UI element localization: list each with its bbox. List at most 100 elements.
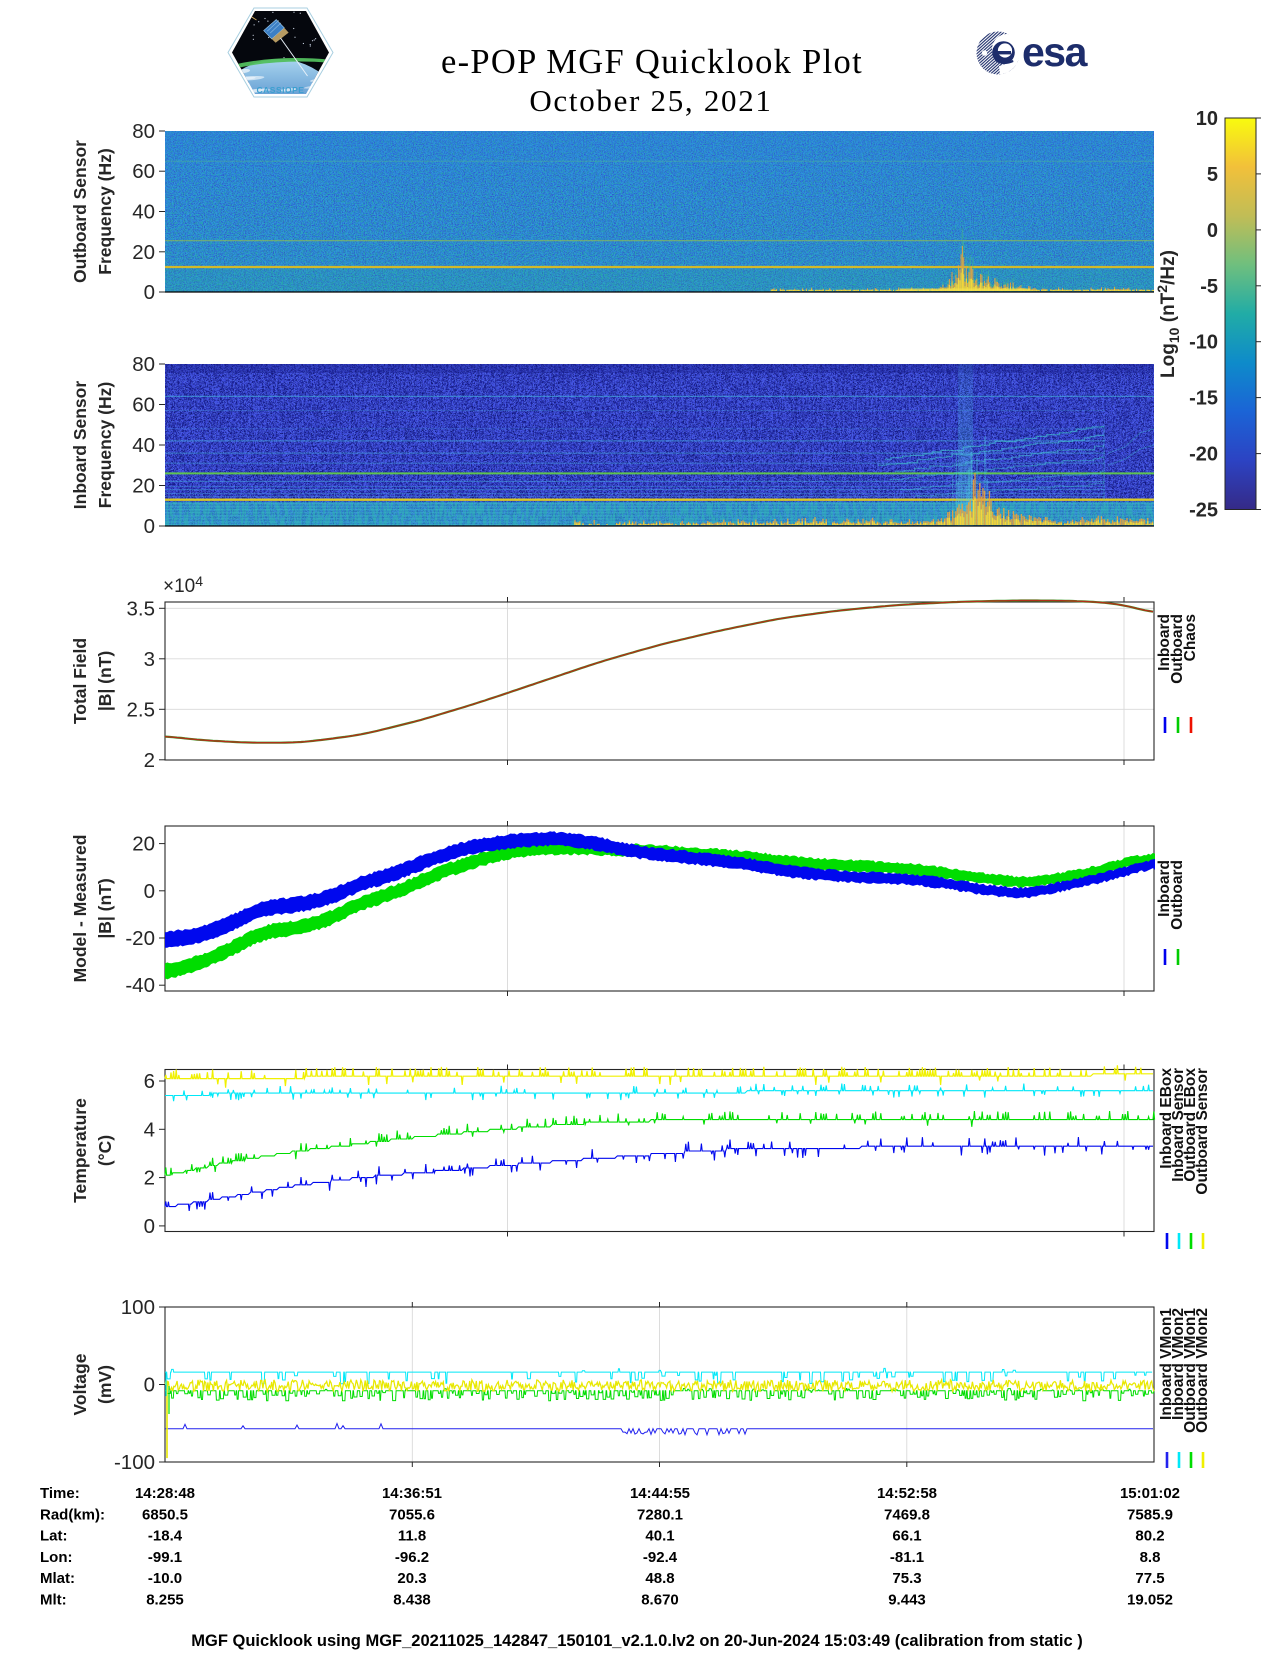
svg-text:5: 5 [1207,164,1218,186]
svg-text:Time:: Time: [40,1485,80,1502]
svg-text:Inboard VMon1: Inboard VMon1 [1158,1308,1175,1420]
svg-text:Outboard EBox: Outboard EBox [1182,1068,1199,1182]
svg-text:3.5: 3.5 [127,597,156,620]
svg-text:e-POP MGF Quicklook Plot: e-POP MGF Quicklook Plot [441,43,863,81]
svg-text:(°C): (°C) [95,1135,115,1166]
svg-text:Model - Measured: Model - Measured [70,835,90,983]
svg-text:Inboard Sensor: Inboard Sensor [1170,1068,1187,1182]
svg-text:Mlat:: Mlat: [40,1570,75,1587]
svg-text:-81.1: -81.1 [890,1549,924,1566]
svg-text:14:44:55: 14:44:55 [630,1485,690,1502]
svg-text:October 25, 2021: October 25, 2021 [529,83,772,118]
svg-text:Voltage: Voltage [70,1353,90,1415]
svg-text:Rad(km):: Rad(km): [40,1506,105,1523]
svg-text:-96.2: -96.2 [395,1549,429,1566]
svg-text:Frequency (Hz): Frequency (Hz) [95,148,115,274]
svg-text:9.443: 9.443 [888,1592,926,1609]
svg-text:Outboard Sensor: Outboard Sensor [1194,1068,1211,1195]
svg-text:80: 80 [132,120,155,143]
svg-text:MGF Quicklook using MGF_202110: MGF Quicklook using MGF_20211025_142847_… [191,1632,1082,1650]
svg-text:7585.9: 7585.9 [1127,1506,1173,1523]
svg-text:-10.0: -10.0 [148,1570,182,1587]
svg-text:2.5: 2.5 [127,698,156,721]
svg-text:-99.1: -99.1 [148,1549,182,1566]
svg-text:Chaos: Chaos [1182,614,1199,661]
svg-text:Mlt:: Mlt: [40,1592,67,1609]
svg-text:Temperature: Temperature [70,1098,90,1203]
svg-text:Inboard: Inboard [1156,614,1173,671]
svg-text:40: 40 [132,201,155,224]
svg-text:7280.1: 7280.1 [637,1506,683,1523]
svg-text:Inboard VMon2: Inboard VMon2 [1170,1308,1187,1420]
svg-text:|B| (nT): |B| (nT) [95,878,115,938]
svg-text:Lat:: Lat: [40,1528,68,1545]
svg-text:8.255: 8.255 [146,1592,184,1609]
svg-text:6: 6 [144,1070,155,1093]
svg-text:0: 0 [144,1215,155,1238]
svg-text:Outboard Sensor: Outboard Sensor [70,140,90,283]
svg-text:-20: -20 [1189,444,1218,466]
svg-text:2: 2 [144,749,155,772]
svg-text:|B| (nT): |B| (nT) [95,651,115,711]
svg-text:60: 60 [132,394,155,417]
svg-text:14:28:48: 14:28:48 [135,1485,195,1502]
svg-text:14:52:58: 14:52:58 [877,1485,937,1502]
svg-text:4: 4 [144,1118,155,1141]
svg-text:20: 20 [132,241,155,264]
svg-text:-10: -10 [1189,332,1218,354]
svg-text:48.8: 48.8 [645,1570,674,1587]
svg-text:80.2: 80.2 [1135,1528,1164,1545]
svg-text:-20: -20 [125,927,155,950]
svg-text:-40: -40 [125,974,155,997]
svg-text:-100: -100 [114,1451,155,1474]
svg-text:(mV): (mV) [95,1365,115,1404]
svg-text:77.5: 77.5 [1135,1570,1164,1587]
svg-text:Log10 (nT2/Hz): Log10 (nT2/Hz) [1154,250,1182,378]
svg-text:60: 60 [132,160,155,183]
svg-text:7469.8: 7469.8 [884,1506,930,1523]
svg-text:14:36:51: 14:36:51 [382,1485,442,1502]
svg-text:40.1: 40.1 [645,1528,674,1545]
svg-text:esa: esa [1022,29,1089,75]
svg-text:2: 2 [144,1167,155,1190]
svg-text:6850.5: 6850.5 [142,1506,188,1523]
svg-text:80: 80 [132,353,155,376]
svg-text:0: 0 [144,515,155,538]
svg-text:7055.6: 7055.6 [389,1506,435,1523]
svg-text:15:01:02: 15:01:02 [1120,1485,1180,1502]
svg-text:Outboard VMon2: Outboard VMon2 [1194,1308,1211,1433]
svg-text:Inboard: Inboard [1156,860,1173,917]
svg-text:75.3: 75.3 [892,1570,921,1587]
svg-text:Inboard Sensor: Inboard Sensor [70,381,90,510]
svg-text:8.8: 8.8 [1140,1549,1161,1566]
svg-text:Outboard: Outboard [1169,614,1186,684]
svg-text:-15: -15 [1189,388,1218,410]
svg-text:-25: -25 [1189,500,1218,522]
svg-text:Lon:: Lon: [40,1549,72,1566]
svg-text:Inboard EBox: Inboard EBox [1158,1068,1175,1169]
svg-text:20.3: 20.3 [397,1570,426,1587]
svg-text:10: 10 [1196,108,1218,130]
svg-text:20: 20 [132,833,155,856]
svg-text:3: 3 [144,648,155,671]
svg-text:0: 0 [1207,220,1218,242]
svg-text:19.052: 19.052 [1127,1592,1173,1609]
svg-text:Outboard: Outboard [1169,860,1186,930]
svg-text:11.8: 11.8 [398,1528,426,1545]
svg-text:8.438: 8.438 [393,1592,431,1609]
svg-text:8.670: 8.670 [641,1592,679,1609]
svg-text:Outboard VMon1: Outboard VMon1 [1182,1308,1199,1433]
svg-text:Frequency (Hz): Frequency (Hz) [95,382,115,508]
svg-text:40: 40 [132,434,155,457]
svg-text:0: 0 [144,281,155,304]
svg-text:CASSIOPE: CASSIOPE [257,85,305,95]
svg-text:0: 0 [144,1374,155,1397]
svg-text:-92.4: -92.4 [643,1549,678,1566]
svg-text:-5: -5 [1200,276,1218,298]
svg-text:20: 20 [132,475,155,498]
svg-text:-18.4: -18.4 [148,1528,183,1545]
svg-text:100: 100 [121,1296,155,1319]
svg-text:66.1: 66.1 [892,1528,921,1545]
svg-text:Total Field: Total Field [70,638,90,724]
svg-text:0: 0 [144,880,155,903]
